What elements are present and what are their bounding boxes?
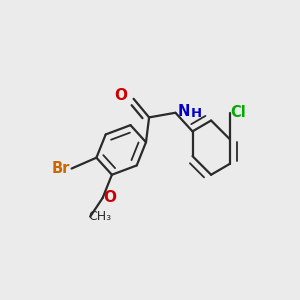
Text: Cl: Cl bbox=[230, 105, 246, 120]
Text: Br: Br bbox=[52, 161, 70, 176]
Text: O: O bbox=[115, 88, 128, 103]
Text: O: O bbox=[103, 190, 116, 206]
Text: N: N bbox=[178, 104, 190, 119]
Text: CH₃: CH₃ bbox=[88, 210, 111, 223]
Text: H: H bbox=[190, 106, 202, 120]
